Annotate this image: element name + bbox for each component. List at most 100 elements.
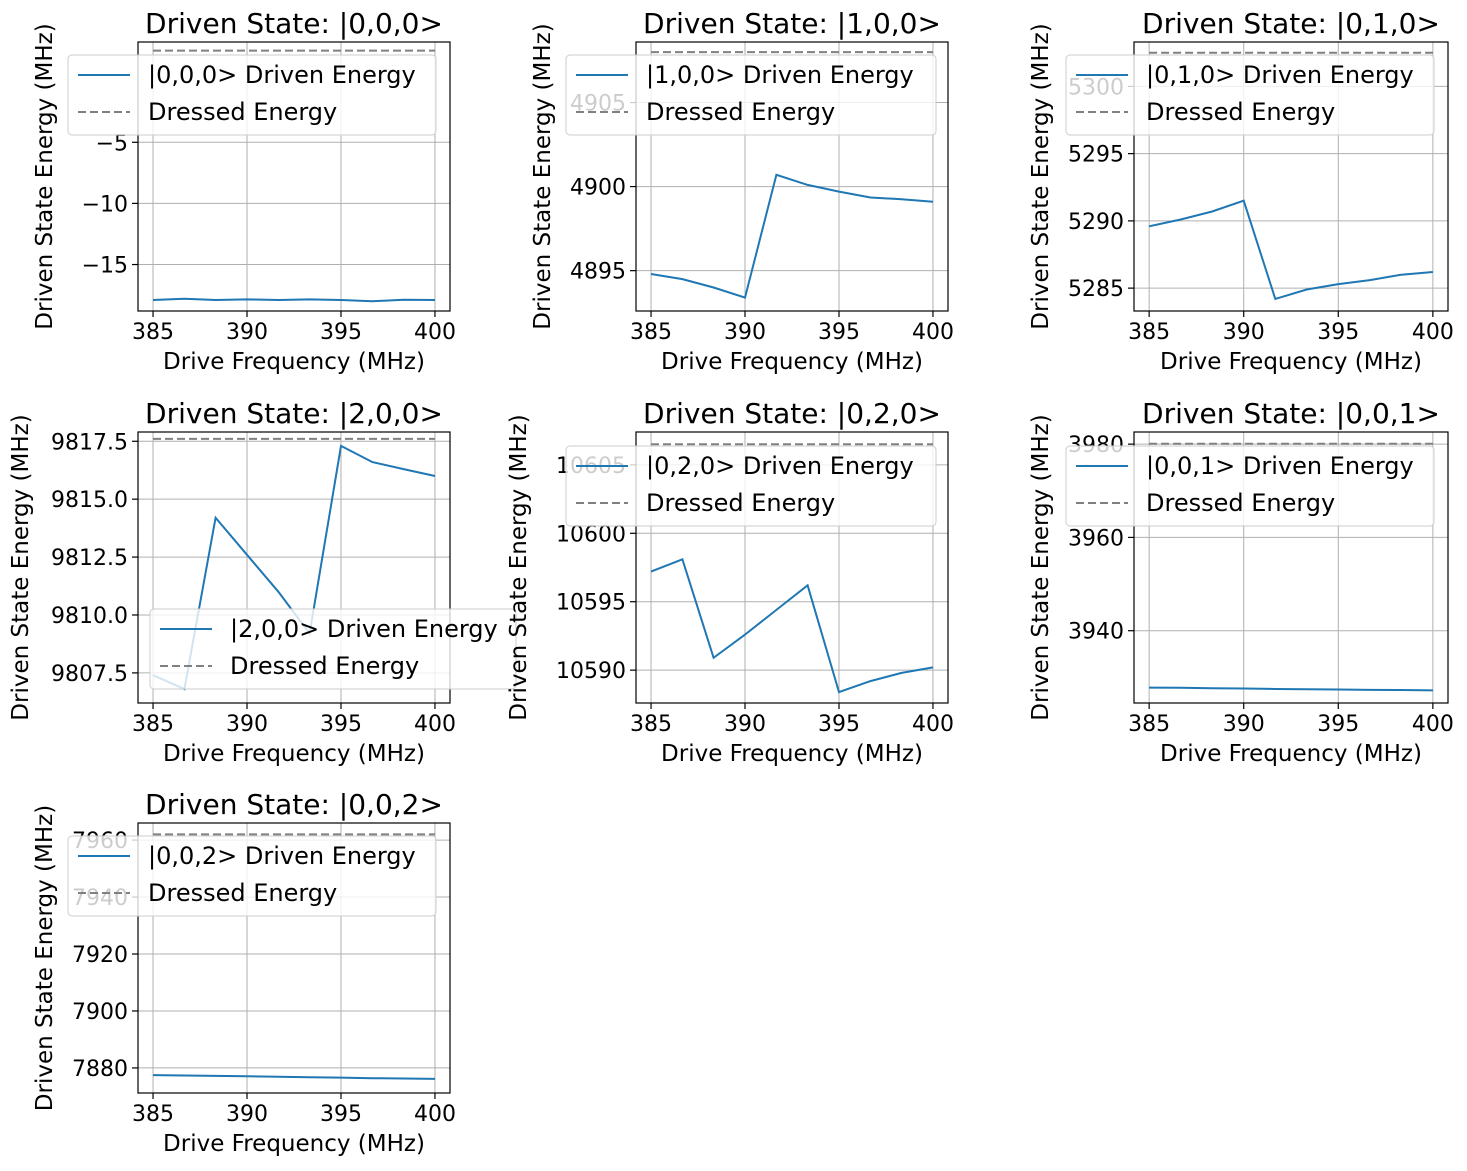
x-tick-label: 390 (1223, 320, 1265, 345)
x-tick-label: 395 (818, 712, 860, 737)
y-axis-label: Driven State Energy (MHz) (32, 805, 58, 1111)
y-tick-label: 9817.5 (51, 430, 128, 455)
driven-energy-line (1149, 686, 1433, 692)
legend-box (565, 54, 937, 136)
y-tick-label: 5290 (1068, 210, 1124, 235)
x-tick-label: 395 (320, 1102, 362, 1127)
driven-energy-line (152, 297, 436, 303)
axes-frame (137, 822, 451, 1094)
x-tick-label: 385 (132, 712, 174, 737)
axes-frame (635, 431, 949, 704)
y-tick-label: 9807.5 (51, 662, 128, 687)
x-axis-label: Drive Frequency (MHz) (163, 741, 425, 767)
subplot-2: 385390395400489549004905Driven State: |1… (530, 7, 954, 375)
x-tick-label: 390 (226, 712, 268, 737)
subplot-6: 385390395400394039603980Driven State: |0… (1028, 397, 1454, 767)
x-tick-label: 385 (1128, 320, 1170, 345)
y-axis-label: Driven State Energy (MHz) (530, 23, 556, 329)
subplot-7: 38539039540078807900792079407960Driven S… (32, 788, 456, 1157)
chart-title: Driven State: |0,1,0> (1142, 7, 1440, 40)
y-tick-label: 10590 (556, 659, 626, 684)
chart-title: Driven State: |0,0,0> (145, 7, 443, 40)
y-tick-label: 7920 (72, 943, 128, 968)
legend-label: Dressed Energy (1146, 98, 1335, 126)
x-tick-label: 400 (912, 320, 954, 345)
y-axis-label: Driven State Energy (MHz) (1028, 414, 1054, 720)
x-axis-label: Drive Frequency (MHz) (661, 741, 923, 767)
x-tick-label: 390 (226, 1102, 268, 1127)
legend-label: |0,0,1> Driven Energy (1146, 452, 1414, 480)
x-axis-label: Drive Frequency (MHz) (661, 349, 923, 375)
x-tick-label: 390 (724, 712, 766, 737)
legend-label: Dressed Energy (646, 489, 835, 517)
driven-energy-line (1148, 199, 1433, 301)
y-tick-label: 7900 (72, 1000, 128, 1025)
y-tick-label: 5285 (1068, 277, 1124, 302)
x-tick-label: 395 (1317, 712, 1359, 737)
driven-energy-line (650, 173, 934, 299)
y-tick-label: 3960 (1068, 526, 1124, 551)
legend-box (1065, 54, 1435, 136)
legend: |0,2,0> Driven Energy Dressed Energy (565, 445, 937, 527)
chart-title: Driven State: |2,0,0> (145, 397, 443, 430)
y-tick-label: 9812.5 (51, 546, 128, 571)
y-tick-label: 10595 (556, 591, 626, 616)
legend-label: |2,0,0> Driven Energy (230, 615, 498, 643)
axes-frame (1133, 431, 1449, 704)
legend-label: Dressed Energy (646, 98, 835, 126)
x-tick-label: 395 (1317, 320, 1359, 345)
legend: |1,0,0> Driven Energy Dressed Energy (565, 54, 937, 136)
y-tick-label: 5295 (1068, 143, 1124, 168)
legend-label: |0,2,0> Driven Energy (646, 452, 914, 480)
subplot-4: 385 390 395 400 9807.5 9810.0 9812.5 9815.0 9817… (8, 397, 517, 767)
y-tick-label: 9815.0 (51, 488, 128, 513)
x-axis-label: Drive Frequency (MHz) (1160, 349, 1422, 375)
axes-frame (137, 431, 451, 704)
chart-title: Driven State: |0,0,2> (145, 788, 443, 821)
legend: |0,0,1> Driven Energy Dressed Energy (1065, 445, 1435, 527)
x-tick-label: 400 (1412, 320, 1454, 345)
x-tick-label: 395 (320, 320, 362, 345)
x-tick-label: 390 (1223, 712, 1265, 737)
x-tick-label: 400 (912, 712, 954, 737)
chart-title: Driven State: |0,0,1> (1142, 397, 1440, 430)
y-tick-label: −15 (82, 254, 128, 279)
legend-box (1065, 445, 1435, 527)
x-tick-label: 395 (320, 712, 362, 737)
x-tick-label: 400 (414, 712, 456, 737)
legend-box (149, 608, 517, 690)
driven-energy-line (650, 557, 934, 694)
legend-box (67, 54, 437, 136)
axes-frame (1133, 41, 1449, 312)
x-tick-label: 390 (226, 320, 268, 345)
x-tick-label: 395 (818, 320, 860, 345)
x-tick-label: 390 (724, 320, 766, 345)
x-tick-label: 400 (1412, 712, 1454, 737)
x-axis-label: Drive Frequency (MHz) (163, 349, 425, 375)
x-tick-label: 400 (414, 1102, 456, 1127)
y-tick-label: −10 (82, 192, 128, 217)
legend: |2,0,0> Driven Energy Dressed Energy (149, 608, 517, 690)
y-tick-label: 9810.0 (51, 604, 128, 629)
legend: |0,1,0> Driven Energy Dressed Energy (1065, 54, 1435, 136)
driven-energy-line (152, 1074, 436, 1080)
legend-label: |0,0,0> Driven Energy (148, 61, 416, 89)
legend-label: Dressed Energy (1146, 489, 1335, 517)
legend-label: |0,1,0> Driven Energy (1146, 61, 1414, 89)
legend: |0,0,2> Driven Energy Dressed Energy (67, 835, 437, 917)
y-tick-label: 4895 (570, 260, 626, 285)
x-tick-label: 385 (1128, 712, 1170, 737)
legend-label: |1,0,0> Driven Energy (646, 61, 914, 89)
legend-label: Dressed Energy (230, 652, 419, 680)
legend-box (67, 835, 437, 917)
x-tick-label: 400 (414, 320, 456, 345)
subplot-3: 3853903954005285529052955300Driven State… (1028, 7, 1454, 375)
x-tick-label: 385 (630, 712, 672, 737)
y-axis-label: Driven State Energy (MHz) (506, 414, 532, 720)
x-tick-label: 385 (630, 320, 672, 345)
x-tick-label: 385 (132, 320, 174, 345)
y-axis-label: Driven State Energy (MHz) (32, 23, 58, 329)
axes-frame (635, 41, 949, 312)
